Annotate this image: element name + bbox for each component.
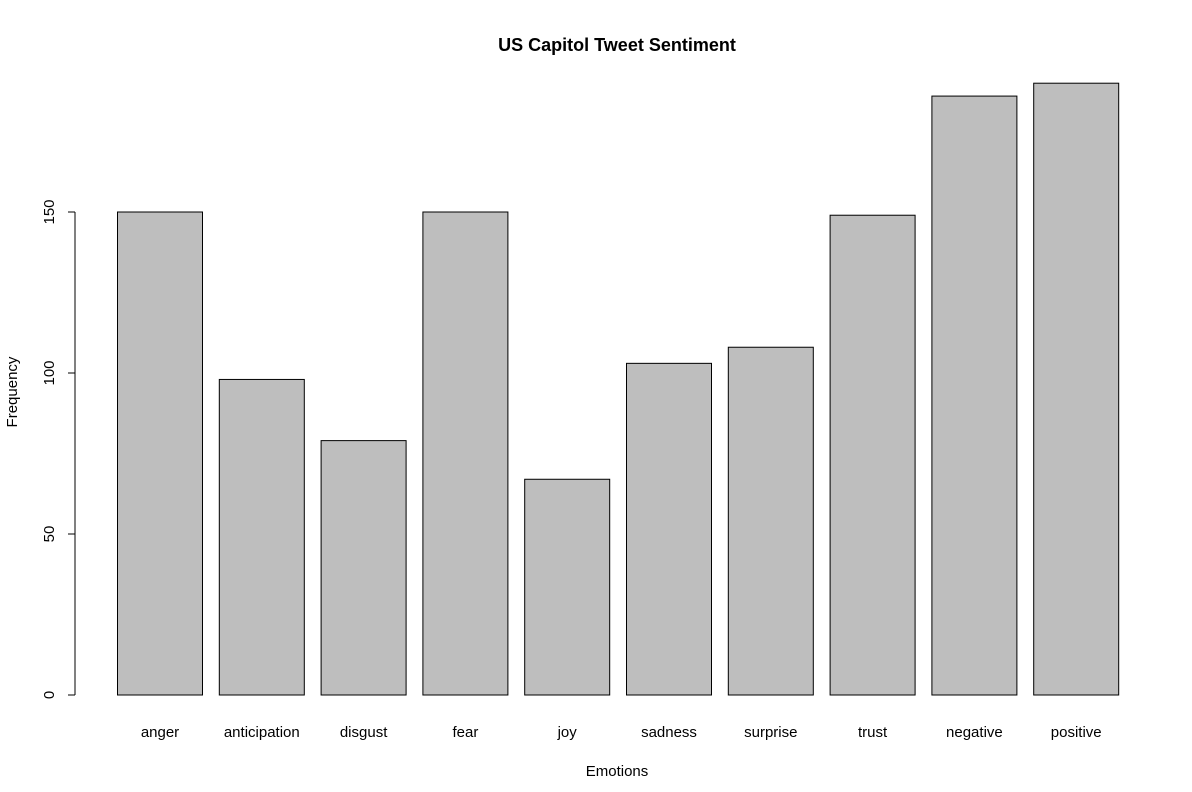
y-tick-label: 100: [41, 360, 58, 385]
x-tick-label-sadness: sadness: [641, 724, 697, 741]
x-tick-label-anticipation: anticipation: [224, 724, 300, 741]
x-axis-category-labels: anger anticipation disgust fear joy sadness su…: [141, 724, 1102, 741]
bar-anticipation: [218, 378, 305, 696]
y-tick-label: 0: [41, 691, 58, 699]
x-tick-label-disgust: disgust: [340, 724, 388, 741]
x-tick-label-surprise: surprise: [744, 724, 797, 741]
y-axis-title: Frequency: [4, 356, 21, 427]
x-tick-label-trust: trust: [858, 724, 888, 741]
bar-sadness: [626, 362, 712, 696]
bar-disgust: [320, 440, 407, 696]
y-tick-label: 150: [41, 199, 58, 224]
bar-negative: [931, 95, 1018, 696]
chart-title: US Capitol Tweet Sentiment: [498, 35, 736, 55]
y-axis: 0 50 100 150: [41, 199, 76, 699]
bar-positive: [1033, 82, 1120, 696]
y-tick-label: 50: [41, 526, 58, 543]
bar-trust: [829, 214, 916, 696]
bar-joy: [524, 478, 611, 696]
bar-anger: [117, 211, 203, 696]
x-axis-title: Emotions: [586, 763, 649, 780]
bar-fear: [422, 211, 509, 696]
x-tick-label-fear: fear: [452, 724, 478, 741]
x-tick-label-joy: joy: [557, 724, 578, 741]
x-tick-label-negative: negative: [946, 724, 1003, 741]
x-tick-label-anger: anger: [141, 724, 179, 741]
bars-group: [117, 82, 1120, 696]
bar-surprise: [727, 346, 814, 696]
x-tick-label-positive: positive: [1051, 724, 1102, 741]
